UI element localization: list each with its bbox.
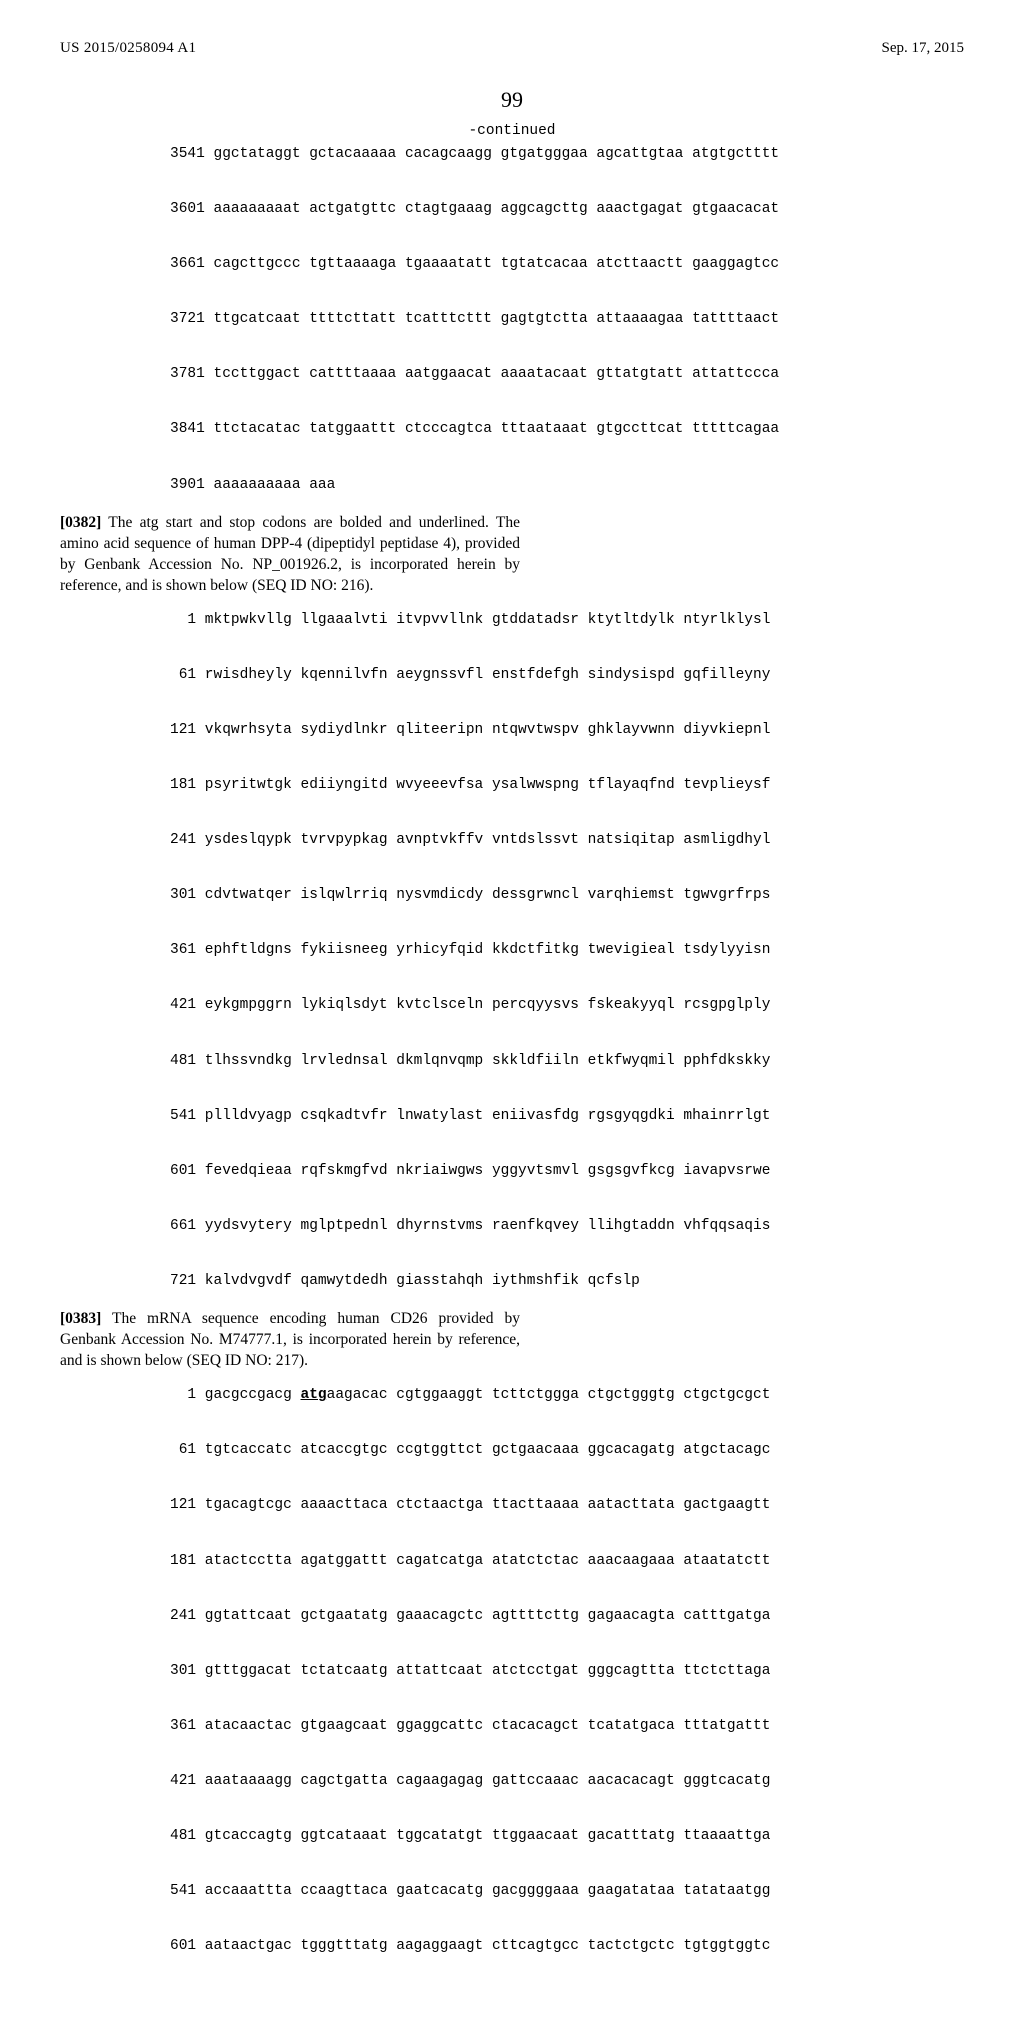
paragraph-0382: [0382] The atg start and stop codons are… [60,513,520,597]
publication-date: Sep. 17, 2015 [882,40,965,57]
para-text: The atg start and stop codons are bolded… [60,514,520,594]
para-num: [0383] [60,1310,101,1327]
publication-number: US 2015/0258094 A1 [60,40,196,57]
page-number: 99 [60,87,964,113]
sequence-block-2: 1 mktpwkvllg llgaaalvti itvpvvllnk gtdda… [170,607,964,1296]
start-codon: atg [301,1387,327,1403]
para-num: [0382] [60,514,101,531]
page-header: US 2015/0258094 A1 Sep. 17, 2015 [60,40,964,57]
para-text: The mRNA sequence encoding human CD26 pr… [60,1310,520,1369]
paragraph-0383: [0383] The mRNA sequence encoding human … [60,1309,520,1372]
continued-label: -continued [60,123,964,139]
sequence-block-1: 3541 ggctataggt gctacaaaaa cacagcaagg gt… [170,141,964,499]
sequence-block-3: 1 gacgccgacg atgaagacac cgtggaaggt tcttc… [170,1382,964,1960]
